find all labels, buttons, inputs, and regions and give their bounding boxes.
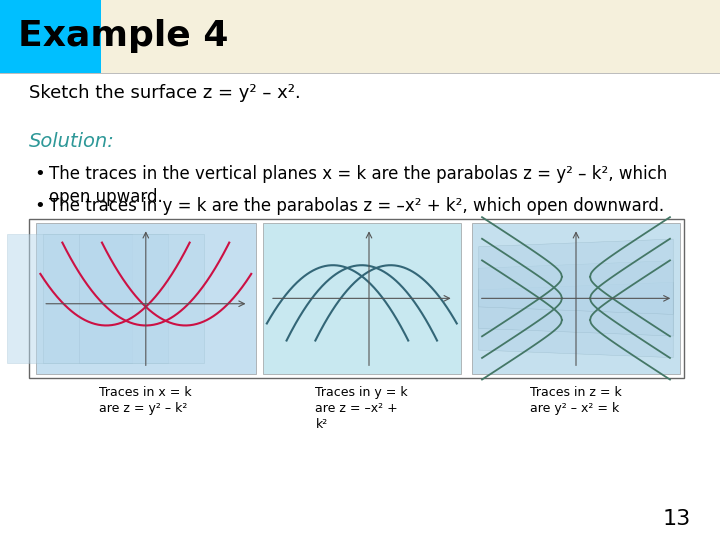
Text: •: • bbox=[35, 227, 45, 245]
Text: The horizontal traces are y² – x² = k, a family of hyperbolas.: The horizontal traces are y² – x² = k, a… bbox=[49, 227, 549, 245]
Polygon shape bbox=[7, 234, 132, 363]
Text: The traces in the vertical planes x = k are the parabolas z = y² – k², which
ope: The traces in the vertical planes x = k … bbox=[49, 165, 667, 206]
Bar bbox=[36, 223, 256, 374]
Text: •: • bbox=[35, 197, 45, 215]
Text: The traces in y = k are the parabolas z = –x² + k², which open downward.: The traces in y = k are the parabolas z … bbox=[49, 197, 664, 215]
Text: •: • bbox=[35, 165, 45, 183]
Text: Traces in z = k
are y² – x² = k: Traces in z = k are y² – x² = k bbox=[530, 386, 622, 415]
Polygon shape bbox=[479, 282, 673, 357]
Polygon shape bbox=[479, 261, 673, 336]
Bar bbox=[472, 223, 680, 374]
Polygon shape bbox=[43, 234, 168, 363]
Text: Solution:: Solution: bbox=[29, 132, 114, 151]
Text: Example 4: Example 4 bbox=[18, 19, 228, 53]
Bar bbox=[0, 0, 101, 73]
Bar bbox=[0, 0, 720, 73]
Bar bbox=[29, 219, 684, 378]
Text: 13: 13 bbox=[663, 509, 691, 529]
Text: Traces in x = k
are z = y² – k²: Traces in x = k are z = y² – k² bbox=[99, 386, 192, 415]
Polygon shape bbox=[79, 234, 204, 363]
Text: Sketch the surface z = y² – x².: Sketch the surface z = y² – x². bbox=[29, 84, 300, 102]
Polygon shape bbox=[479, 239, 673, 314]
Text: Traces in y = k
are z = –x² +
k²: Traces in y = k are z = –x² + k² bbox=[315, 386, 408, 431]
Bar bbox=[263, 223, 461, 374]
